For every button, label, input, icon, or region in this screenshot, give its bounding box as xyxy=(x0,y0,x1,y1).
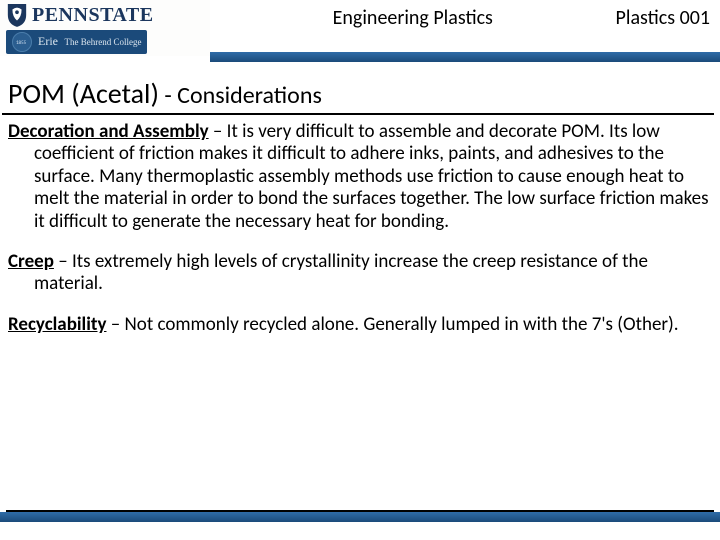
shield-icon xyxy=(6,2,28,28)
para-lead: Decoration and Assembly xyxy=(8,120,209,143)
title-main: POM (Acetal) xyxy=(8,76,159,111)
logo-top-row: PENNSTATE xyxy=(6,2,204,28)
erie-behrend-text: Erie The Behrend College xyxy=(38,35,141,48)
paragraph: Recyclability – Not commonly recycled al… xyxy=(8,314,710,336)
slide-header: PENNSTATE Erie The Behrend College Engin… xyxy=(0,0,720,58)
slide-title: POM (Acetal) - Considerations xyxy=(2,58,714,115)
logo-bottom-row: Erie The Behrend College xyxy=(6,30,147,54)
para-text: – Its extremely high levels of crystalli… xyxy=(34,250,648,295)
paragraph: Decoration and Assembly – It is very dif… xyxy=(8,121,710,233)
para-text: – Not commonly recycled alone. Generally… xyxy=(106,313,678,336)
pennstate-logo: PENNSTATE Erie The Behrend College xyxy=(0,0,210,56)
header-course-code: Plastics 001 xyxy=(616,0,720,30)
slide-content: Decoration and Assembly – It is very dif… xyxy=(0,121,720,336)
pennstate-wordmark: PENNSTATE xyxy=(32,4,154,27)
header-center-title: Engineering Plastics xyxy=(210,0,616,30)
title-sub: - Considerations xyxy=(159,81,322,110)
footer-blue-bar xyxy=(0,512,720,522)
para-lead: Recyclability xyxy=(8,313,106,336)
paragraph: Creep – Its extremely high levels of cry… xyxy=(8,251,710,296)
seal-icon xyxy=(12,32,32,52)
header-blue-bar xyxy=(210,52,720,62)
para-lead: Creep xyxy=(8,250,54,273)
